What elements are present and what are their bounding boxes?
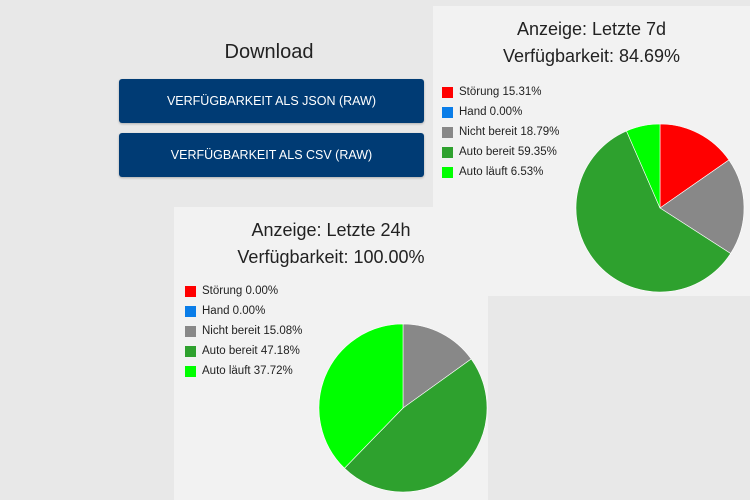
pie-slice-nicht-bereit[interactable] (402, 323, 472, 409)
legend-swatch (442, 106, 453, 118)
legend-label: Nicht bereit 15.08% (202, 325, 303, 337)
legend-label: Auto bereit 47.18% (202, 345, 300, 357)
legend-label: Hand 0.00% (202, 305, 266, 317)
legend-item-auto-bereit[interactable]: Auto bereit 47.18% (185, 341, 302, 361)
legend-label: Hand 0.00% (459, 106, 523, 118)
pie-chart-24h (318, 323, 488, 493)
legend-item-auto-laeuft[interactable]: Auto läuft 6.53% (442, 162, 559, 182)
pie-slice-auto-läuft[interactable] (626, 123, 661, 209)
legend-swatch (442, 86, 453, 98)
legend-item-nicht-bereit[interactable]: Nicht bereit 18.79% (442, 122, 559, 142)
download-title: Download (224, 41, 314, 63)
pie-slice-auto-bereit[interactable] (344, 358, 488, 493)
pie-chart-7d (575, 123, 745, 293)
legend-label: Nicht bereit 18.79% (459, 126, 560, 138)
chart-card-7d: Anzeige: Letzte 7d Verfügbarkeit: 84.69%… (433, 6, 750, 296)
pie-slice-nicht-bereit[interactable] (659, 159, 745, 254)
legend-item-nicht-bereit[interactable]: Nicht bereit 15.08% (185, 321, 302, 341)
legend-item-hand[interactable]: Hand 0.00% (185, 301, 302, 321)
pie-slice-störung[interactable] (659, 123, 730, 209)
download-csv-button[interactable]: VERFÜGBARKEIT ALS CSV (RAW) (119, 133, 424, 177)
chart-legend: Störung 0.00% Hand 0.00% Nicht bereit 15… (185, 281, 302, 381)
legend-swatch (442, 126, 453, 138)
legend-item-stoerung[interactable]: Störung 0.00% (185, 281, 302, 301)
pie-slice-auto-läuft[interactable] (318, 323, 404, 469)
chart-card-24h: Anzeige: Letzte 24h Verfügbarkeit: 100.0… (174, 207, 488, 500)
download-json-button[interactable]: VERFÜGBARKEIT ALS JSON (RAW) (119, 79, 424, 123)
availability-text: Verfügbarkeit: 100.00% (237, 247, 425, 267)
legend-label: Auto bereit 59.35% (459, 146, 557, 158)
legend-swatch (185, 345, 196, 357)
chart-legend: Störung 15.31% Hand 0.00% Nicht bereit 1… (442, 82, 559, 182)
legend-swatch (185, 365, 196, 377)
legend-label: Störung 0.00% (202, 285, 279, 297)
legend-swatch (442, 166, 453, 178)
legend-swatch (185, 305, 196, 317)
legend-label: Auto läuft 37.72% (202, 365, 293, 377)
availability-text: Verfügbarkeit: 84.69% (502, 46, 681, 66)
chart-title: Anzeige: Letzte 7d (516, 19, 667, 39)
legend-label: Störung 15.31% (459, 86, 542, 98)
legend-label: Auto läuft 6.53% (459, 166, 544, 178)
legend-swatch (185, 285, 196, 297)
legend-swatch (185, 325, 196, 337)
legend-item-auto-laeuft[interactable]: Auto läuft 37.72% (185, 361, 302, 381)
legend-item-hand[interactable]: Hand 0.00% (442, 102, 559, 122)
chart-title: Anzeige: Letzte 24h (251, 220, 411, 240)
legend-item-stoerung[interactable]: Störung 15.31% (442, 82, 559, 102)
legend-item-auto-bereit[interactable]: Auto bereit 59.35% (442, 142, 559, 162)
legend-swatch (442, 146, 453, 158)
pie-slice-auto-bereit[interactable] (575, 130, 732, 293)
